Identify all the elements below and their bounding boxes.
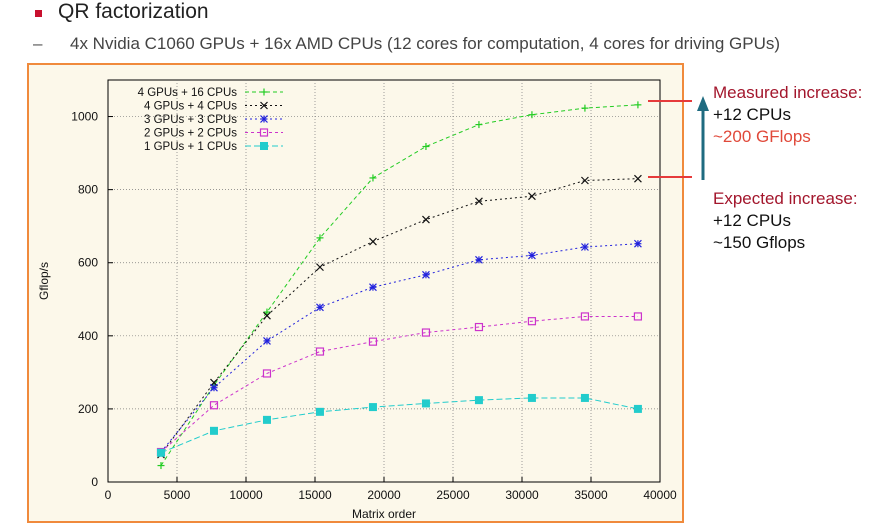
measured-increase-cpus: +12 CPUs <box>713 105 791 124</box>
chart-frame <box>27 63 684 523</box>
data-point-s3 <box>528 251 536 260</box>
legend-marker <box>259 128 269 137</box>
data-point-s4 <box>315 347 325 356</box>
data-point-s1 <box>316 234 324 242</box>
data-point-s2 <box>633 174 642 183</box>
data-point-s2 <box>263 311 271 320</box>
data-point-s3 <box>316 303 324 312</box>
data-point-s4 <box>421 328 431 337</box>
data-point-s3 <box>475 255 483 264</box>
y-axis-label: Gflop/s <box>37 262 51 300</box>
data-point-s1 <box>157 462 165 470</box>
increase-arrow-head <box>697 96 709 111</box>
data-point-s3 <box>369 283 377 292</box>
y-tick-label: 600 <box>78 256 98 270</box>
data-point-s4 <box>527 317 537 326</box>
data-point-s1 <box>422 143 430 151</box>
series-line-1 <box>160 104 638 466</box>
data-point-s2 <box>528 192 536 201</box>
data-point-s5 <box>580 393 589 402</box>
measured-increase-title: Measured increase: <box>713 83 863 102</box>
y-tick-label: 1000 <box>71 110 98 124</box>
data-point-s3 <box>263 337 271 345</box>
x-tick-label: 10000 <box>229 488 263 502</box>
data-point-s2 <box>422 215 430 224</box>
y-tick-label: 400 <box>78 329 98 343</box>
legend-marker <box>260 101 268 110</box>
data-point-s2 <box>475 197 483 206</box>
x-tick-label: 40000 <box>643 488 677 502</box>
data-point-s4 <box>474 322 484 332</box>
data-point-s2 <box>581 176 589 185</box>
data-point-s1 <box>369 174 377 182</box>
x-axis-label: Matrix order <box>352 507 416 521</box>
bullet-marker <box>35 10 42 17</box>
expected-increase-title: Expected increase: <box>713 189 858 208</box>
data-point-s4 <box>580 312 590 321</box>
x-tick-label: 0 <box>105 488 112 502</box>
series-line-4 <box>160 315 638 453</box>
data-point-s4 <box>633 312 643 321</box>
data-point-s1 <box>528 111 536 119</box>
data-point-s3 <box>422 270 430 279</box>
data-point-s5 <box>527 393 536 402</box>
data-point-s2 <box>369 237 377 246</box>
data-point-s4 <box>262 369 272 378</box>
legend-label: 2 GPUs + 2 CPUs <box>144 128 237 140</box>
data-point-s5 <box>315 407 324 416</box>
y-tick-label: 200 <box>78 402 98 416</box>
data-point-s5 <box>368 403 377 412</box>
data-point-s3 <box>581 243 589 251</box>
measured-increase-gflops: ~200 GFlops <box>713 127 811 146</box>
data-point-s5 <box>209 426 218 435</box>
data-point-s1 <box>581 104 589 112</box>
data-point-s2 <box>316 263 324 272</box>
legend-marker <box>260 88 268 96</box>
data-point-s1 <box>634 101 642 109</box>
series-line-2 <box>160 178 638 455</box>
y-tick-label: 0 <box>91 475 98 489</box>
legend-label: 4 GPUs + 16 CPUs <box>138 87 238 99</box>
x-tick-label: 5000 <box>164 488 191 502</box>
sub-bullet-dash: – <box>33 34 43 53</box>
legend-label: 4 GPUs + 4 CPUs <box>144 101 237 113</box>
legend-label: 3 GPUs + 3 CPUs <box>144 114 237 126</box>
y-tick-label: 800 <box>78 183 98 197</box>
data-point-s3 <box>633 239 642 248</box>
data-point-s4 <box>368 337 378 346</box>
slide-title: QR factorization <box>58 0 209 23</box>
expected-increase-cpus: +12 CPUs <box>713 211 791 230</box>
series-line-5 <box>160 397 639 454</box>
x-tick-label: 20000 <box>367 488 401 502</box>
x-tick-label: 35000 <box>574 488 608 502</box>
data-point-s5 <box>421 399 430 408</box>
data-point-s5 <box>262 415 271 424</box>
data-point-s3 <box>210 383 218 392</box>
legend-label: 1 GPUs + 1 CPUs <box>144 141 237 153</box>
slide-subtitle: 4x Nvidia C1060 GPUs + 16x AMD CPUs (12 … <box>70 34 781 53</box>
legend-marker <box>260 142 268 150</box>
data-point-s1 <box>475 121 483 129</box>
data-point-s5 <box>633 404 642 413</box>
legend-marker <box>260 115 268 123</box>
x-tick-label: 25000 <box>436 488 470 502</box>
data-point-s5 <box>156 448 165 457</box>
data-point-s4 <box>209 401 219 410</box>
series-line-3 <box>160 243 638 453</box>
data-point-s5 <box>474 396 483 405</box>
data-point-s1 <box>263 308 271 316</box>
x-tick-label: 15000 <box>298 488 332 502</box>
expected-increase-gflops: ~150 Gflops <box>713 233 806 252</box>
x-tick-label: 30000 <box>505 488 539 502</box>
